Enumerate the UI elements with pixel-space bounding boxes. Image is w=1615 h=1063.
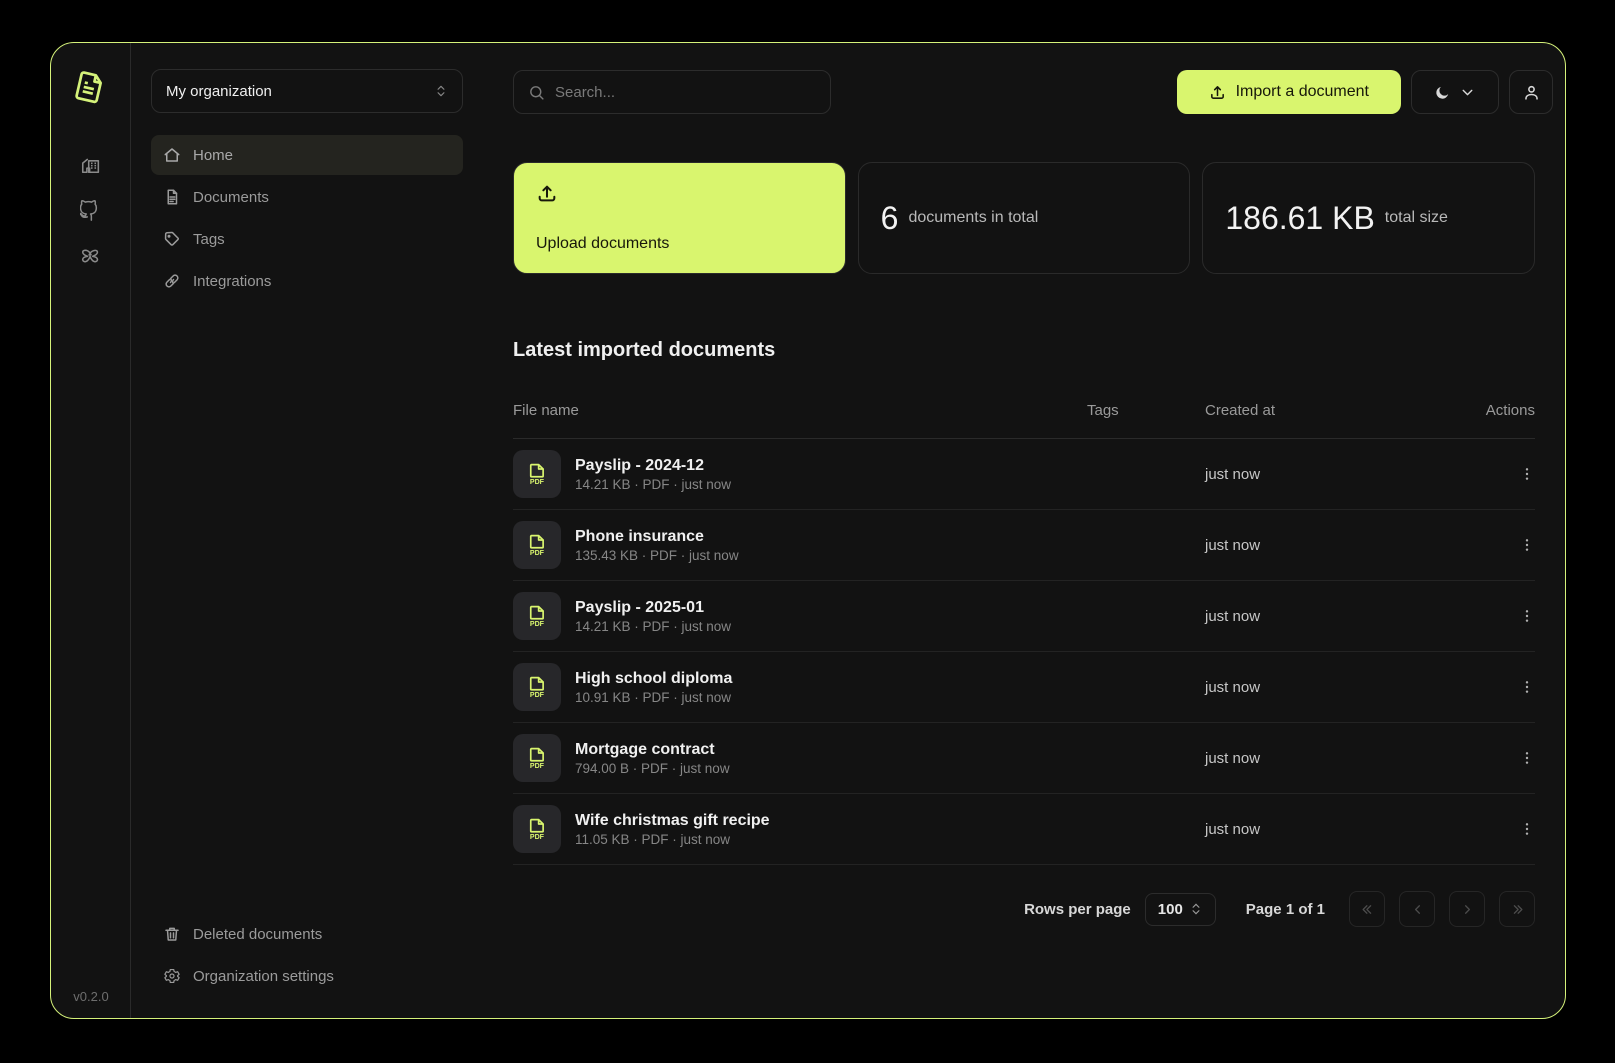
svg-text:PDF: PDF	[529, 477, 544, 485]
svg-text:PDF: PDF	[529, 832, 544, 840]
svg-text:PDF: PDF	[529, 690, 544, 698]
svg-text:PDF: PDF	[529, 548, 544, 556]
svg-text:PDF: PDF	[529, 619, 544, 627]
svg-text:PDF: PDF	[529, 761, 544, 769]
